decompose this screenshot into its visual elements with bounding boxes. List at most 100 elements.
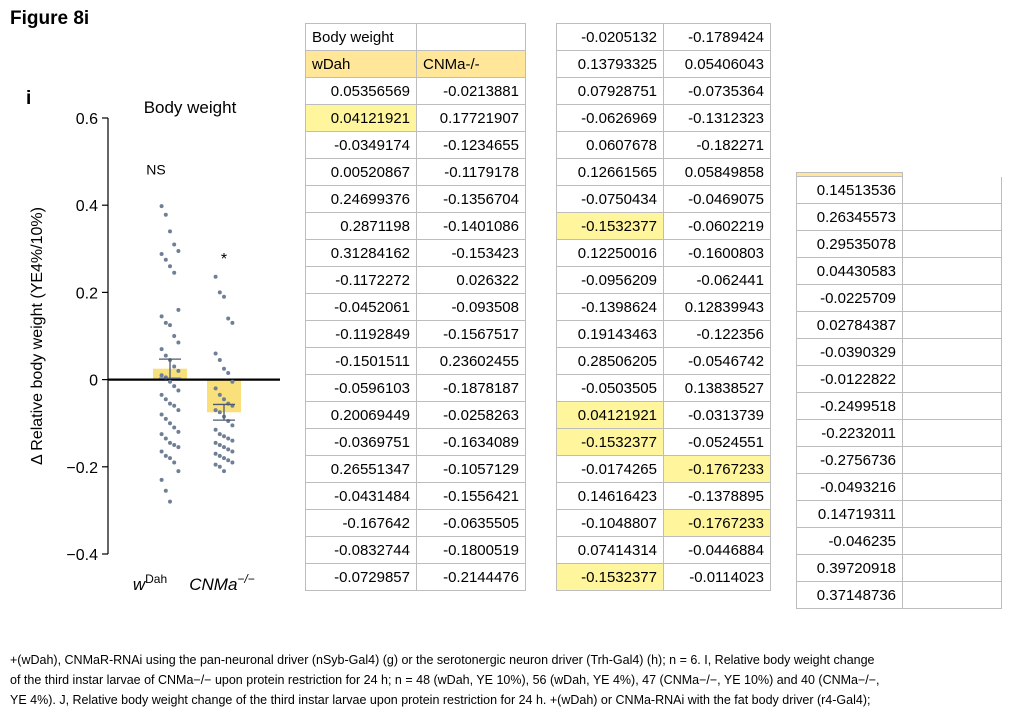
table-cell: -0.0626969 [556,104,664,132]
table-row: -0.0596103 -0.1878187 [305,374,526,402]
data-point [230,449,235,454]
table-row: -0.167642 -0.0635505 [305,509,526,537]
data-point [176,469,181,474]
table-cell: -0.1767233 [663,509,771,537]
table-cell: -0.0524551 [663,428,771,456]
table-row: -0.1501511 0.23602455 [305,347,526,375]
data-point [172,443,177,447]
table-cell: -0.1532377 [556,428,664,456]
data-point [159,432,164,437]
table-cell: -0.0602219 [663,212,771,240]
data-point [168,264,172,269]
data-point [217,357,222,362]
data-point [226,316,231,321]
table-cell: 0.04430583 [796,257,903,285]
table-cell: 0.14513536 [796,176,903,204]
table-row: 0.00520867 -0.1179178 [305,158,526,186]
table-cell: -0.1048807 [556,509,664,537]
table-cell: -0.167642 [305,509,417,537]
table-cell: -0.2144476 [416,563,526,591]
table-row: 0.39720918 [796,554,1002,582]
table-cell: -0.0122822 [796,365,903,393]
table-row: 0.19143463 -0.122356 [556,320,771,348]
table-cell: -0.1634089 [416,428,526,456]
table-cell: -0.2499518 [796,392,903,420]
table-row: -0.0349174 -0.1234655 [305,131,526,159]
table-row: -0.1532377 -0.0114023 [556,563,771,591]
table-cell: -0.1192849 [305,320,417,348]
data-table-3: 0.14513536 0.26345573 0.29535078 0.04430583… [796,172,1002,609]
table-cell: -0.2756736 [796,446,903,474]
table-cell: -0.046235 [796,527,903,555]
table-row: -0.0729857 -0.2144476 [305,563,526,591]
caption-line-3: YE 4%). J, Relative body weight change o… [10,693,871,707]
table-cell: -0.1556421 [416,482,526,510]
table-row: -0.0503505 0.13838527 [556,374,771,402]
data-point [159,204,164,209]
significance-label: * [221,251,227,268]
table-row: 0.13793325 0.05406043 [556,50,771,78]
table-cell: 0.07928751 [556,77,664,105]
table-row: 0.05356569 -0.0213881 [305,77,526,105]
table-cell: -0.0390329 [796,338,903,366]
data-point [222,397,226,402]
data-table-2: -0.0205132 -0.1789424 0.13793325 0.05406043… [556,23,771,591]
table-row: 0.26551347 -0.1057129 [305,455,526,483]
table-cell: 0.13838527 [663,374,771,402]
table-cell: -0.0213881 [416,77,526,105]
table-cell: 0.19143463 [556,320,664,348]
table-cell: 0.2871198 [305,212,417,240]
table-cell: -0.0596103 [305,374,417,402]
table-cell: -0.0114023 [663,563,771,591]
y-tick-label: 0.2 [76,285,98,302]
table-cell: -0.1312323 [663,104,771,132]
table-cell: 0.12661565 [556,158,664,186]
table-row: 0.24699376 -0.1356704 [305,185,526,213]
data-point [230,460,235,465]
table-cell: -0.0174265 [556,455,664,483]
table-cell: 0.29535078 [796,230,903,258]
table-row: -0.0225709 [796,284,1002,312]
table-cell: -0.1767233 [663,455,771,483]
data-point [176,368,181,373]
x-category-label: wDah [133,572,167,594]
table-cell: -0.1800519 [416,536,526,564]
data-point [168,499,172,504]
data-point [172,403,177,408]
table-header-row: wDah CNMa-/- [305,50,526,78]
table-cell: -0.0369751 [305,428,417,456]
table-cell: -0.0469075 [663,185,771,213]
data-point [163,353,168,358]
table-row: -0.0390329 [796,338,1002,366]
table-cell-empty [902,203,1002,231]
data-point [159,314,164,319]
table-row: -0.046235 [796,527,1002,555]
table-row: -0.0832744 -0.1800519 [305,536,526,564]
table-cell: 0.0607678 [556,131,664,159]
table-row: 0.04121921 0.17721907 [305,104,526,132]
table-cell: -0.1057129 [416,455,526,483]
table-cell: 0.14719311 [796,500,903,528]
table-cell: -0.0313739 [663,401,771,429]
data-point [213,427,218,432]
table-cell: -0.1356704 [416,185,526,213]
caption-line-2: of the third instar larvae of CNMa−/− up… [10,673,880,687]
data-point [230,423,235,428]
table-cell: 0.24699376 [305,185,417,213]
table-cell: -0.0503505 [556,374,664,402]
table-cell-empty [902,257,1002,285]
data-point [172,425,177,430]
data-point [163,436,168,441]
table-row: 0.28506205 -0.0546742 [556,347,771,375]
data-point [222,469,226,474]
table-cell: 0.13793325 [556,50,664,78]
table-cell: -0.0546742 [663,347,771,375]
table-cell: -0.153423 [416,239,526,267]
table-cell: -0.0225709 [796,284,903,312]
table-cell: -0.182271 [663,131,771,159]
table-row: 0.31284162 -0.153423 [305,239,526,267]
data-point [226,458,231,463]
table-cell: -0.1501511 [305,347,417,375]
data-point [217,290,222,295]
table-row: 0.07928751 -0.0735364 [556,77,771,105]
